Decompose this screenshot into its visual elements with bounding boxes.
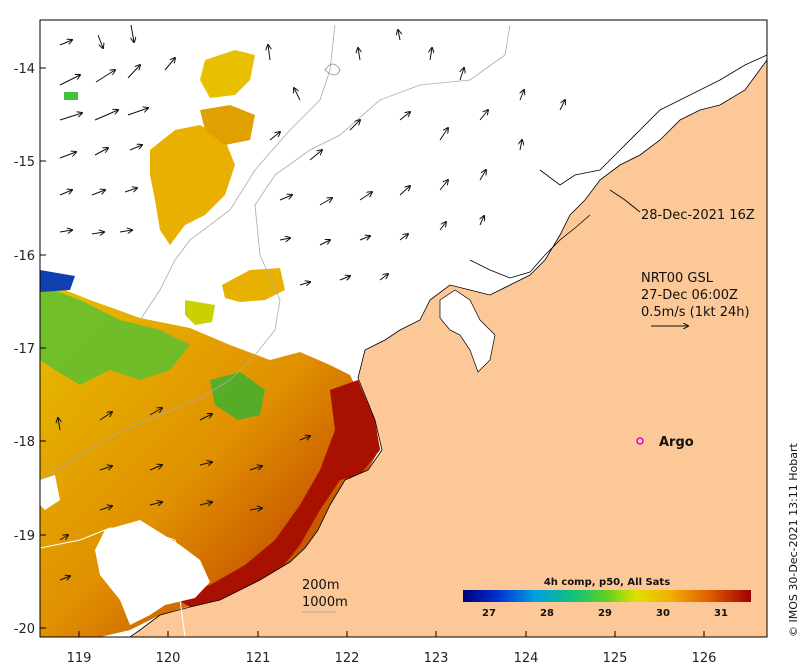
lon-axis: 119 120 121 122 123 124 125 126 <box>67 631 717 666</box>
argo-float-marker <box>636 437 644 445</box>
plot-frame <box>39 19 768 638</box>
sst-patch-north-3 <box>200 105 255 145</box>
contour-1000m <box>40 24 511 481</box>
coast-detail <box>539 54 767 186</box>
sst-hot-band <box>175 380 380 607</box>
colorbar-tick: 30 <box>656 608 670 619</box>
kimberley-islands <box>439 289 496 373</box>
track-time-label: 28-Dec-2021 16Z <box>641 208 755 223</box>
lon-tick: 123 <box>424 651 449 666</box>
velocity-legend-scale: 0.5m/s (1kt 24h) <box>641 305 750 320</box>
sst-cold-patch <box>40 270 75 292</box>
sst-patch-north-2 <box>200 50 255 98</box>
scott-reef <box>324 63 341 76</box>
velocity-legend-time: 27-Dec 06:00Z <box>641 288 738 303</box>
contour-1000m-b <box>139 24 336 321</box>
argo-label: Argo <box>659 435 694 450</box>
lon-tick: 122 <box>335 651 360 666</box>
lat-tick: -19 <box>14 529 35 544</box>
lat-tick: -18 <box>14 435 35 450</box>
sst-green-patch-1 <box>40 285 190 385</box>
lon-tick: 120 <box>156 651 181 666</box>
imos-credit: © IMOS 30-Dec-2021 13:11 Hobart <box>787 442 800 637</box>
land <box>129 59 767 637</box>
lat-tick: -14 <box>14 62 35 77</box>
current-vectors <box>58 24 565 580</box>
lat-tick: -17 <box>14 342 35 357</box>
colorbar-tick: 27 <box>482 608 496 619</box>
cloud-gap-1 <box>95 520 210 625</box>
lon-tick: 125 <box>603 651 628 666</box>
lon-tick: 126 <box>692 651 717 666</box>
contour-label-200m: 200m <box>302 578 339 593</box>
colorbar <box>463 590 751 602</box>
lon-tick: 124 <box>514 651 539 666</box>
contour-200m <box>40 527 186 637</box>
lat-axis: -14 -15 -16 -17 -18 -19 -20 <box>14 62 46 637</box>
sst-speck <box>64 92 78 100</box>
cloud-gap-2 <box>40 475 60 510</box>
satellite-track <box>609 189 641 213</box>
velocity-legend-title: NRT00 GSL <box>641 271 714 286</box>
colorbar-tick: 28 <box>540 608 554 619</box>
sst-patch-north-1 <box>150 125 235 245</box>
colorbar-tick: 31 <box>714 608 728 619</box>
contour-label-1000m: 1000m <box>302 595 348 610</box>
colorbar-tick: 29 <box>598 608 612 619</box>
colorbar-title: 4h comp, p50, All Sats <box>544 577 670 588</box>
lat-tick: -16 <box>14 249 35 264</box>
lon-tick: 119 <box>67 651 92 666</box>
sst-patch-mid-2 <box>185 300 215 325</box>
lat-tick: -20 <box>14 622 35 637</box>
lat-tick: -15 <box>14 155 35 170</box>
lon-tick: 121 <box>246 651 271 666</box>
coast-detail-2 <box>469 214 591 279</box>
